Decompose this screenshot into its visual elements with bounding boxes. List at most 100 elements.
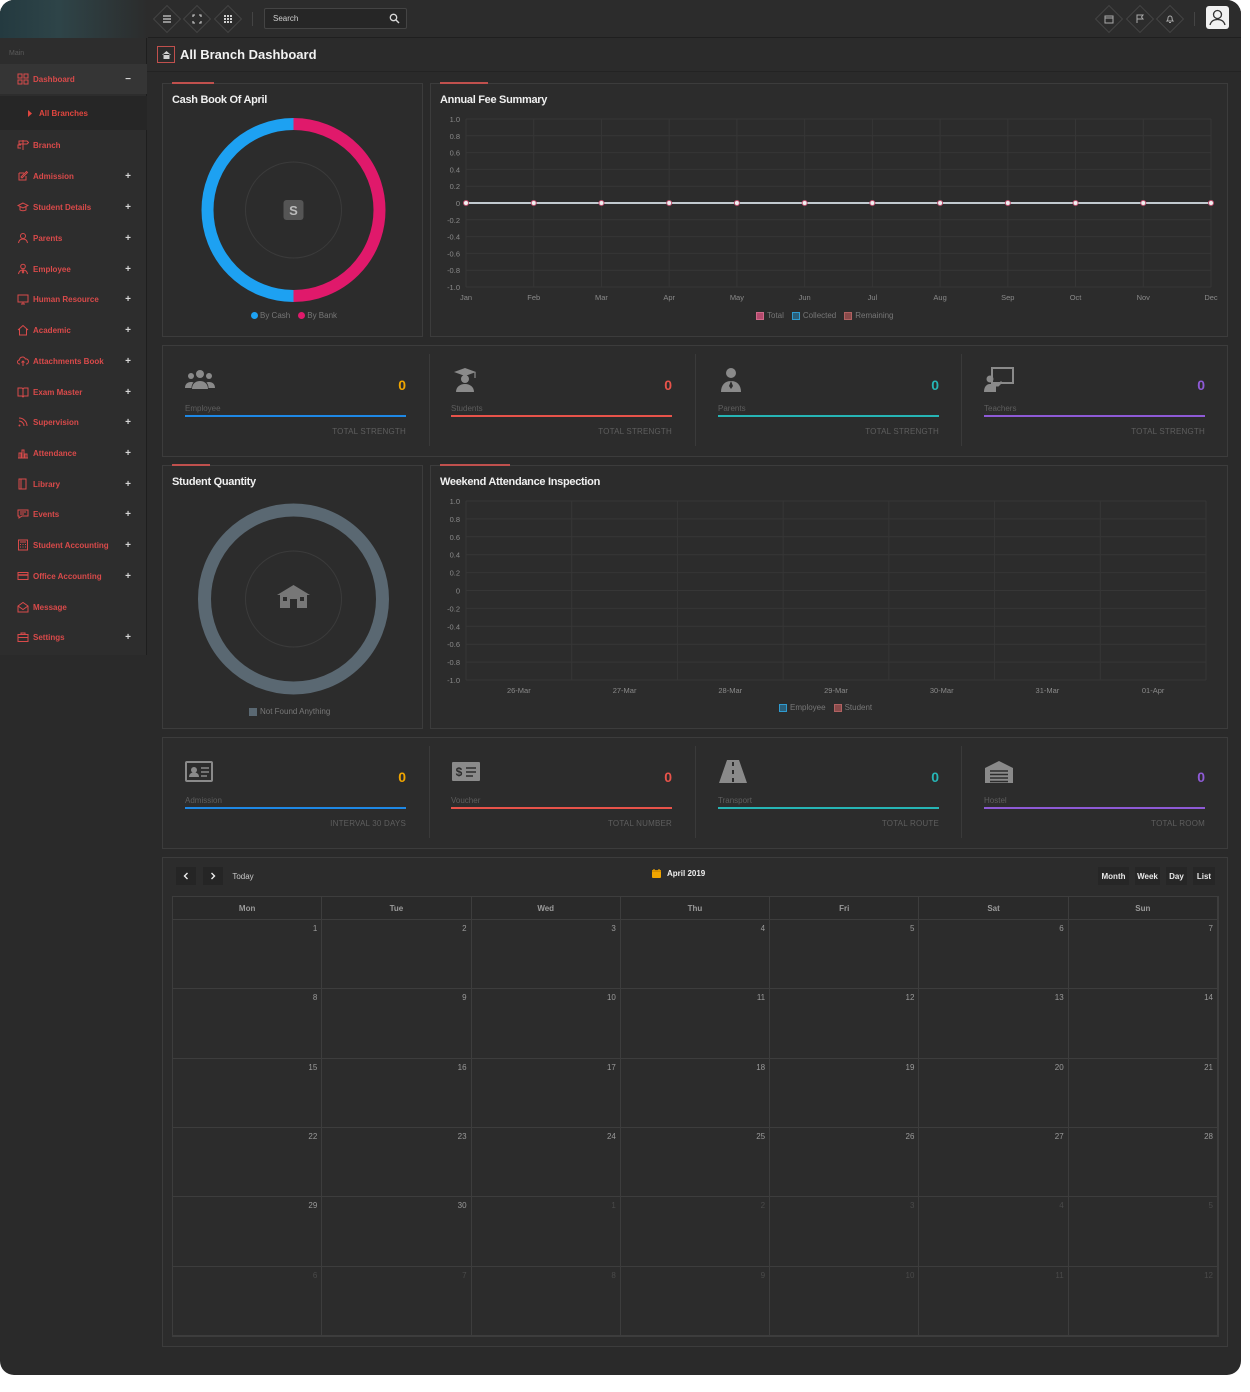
fullscreen-button[interactable] [182,4,212,34]
y-tick-label: 0.4 [450,551,460,560]
collapse-icon[interactable]: − [125,73,131,85]
expand-icon[interactable]: + [125,263,131,275]
sidebar-item-attendance[interactable]: Attendance + [0,438,147,468]
expand-icon[interactable]: + [125,293,131,305]
calendar-view-week-button[interactable]: Week [1135,867,1160,885]
calendar-day-cell[interactable]: 15 [173,1058,323,1128]
calendar-day-cell[interactable]: 21 [1068,1058,1218,1128]
calendar-day-cell[interactable]: 10 [770,1266,920,1336]
calendar-day-cell[interactable]: 2 [620,1197,771,1267]
calendar-day-cell[interactable]: 23 [322,1128,472,1198]
sidebar-item-label: Office Accounting [33,571,102,581]
sidebar-item-academic[interactable]: Academic + [0,315,147,345]
calendar-day-cell[interactable]: 3 [770,1197,920,1267]
x-tick-label: Apr [663,293,675,302]
calendar-day-cell[interactable]: 2 [322,920,472,990]
expand-icon[interactable]: + [125,232,131,244]
calendar-day-cell[interactable]: 17 [471,1058,621,1128]
calendar-view-month-button[interactable]: Month [1098,867,1129,885]
expand-icon[interactable]: + [125,570,131,582]
calendar-day-cell[interactable]: 5 [1068,1197,1218,1267]
sidebar-item-human-resource[interactable]: Human Resource + [0,284,147,314]
menu-toggle-button[interactable] [152,4,182,34]
sidebar-item-office-accounting[interactable]: Office Accounting + [0,561,147,591]
sidebar-item-dashboard[interactable]: Dashboard − [0,64,147,94]
sidebar-item-library[interactable]: Library + [0,469,147,499]
expand-icon[interactable]: + [125,201,131,213]
sidebar-item-branch[interactable]: Branch [0,130,147,160]
calendar-day-cell[interactable]: 26 [770,1128,920,1198]
calendar-button[interactable] [1094,4,1124,34]
expand-icon[interactable]: + [125,170,131,182]
calendar-day-cell[interactable]: 12 [770,989,920,1059]
y-tick-label: -0.6 [447,640,460,649]
calendar-day-cell[interactable]: 11 [620,989,771,1059]
sidebar-item-admission[interactable]: Admission + [0,161,147,191]
sidebar-item-settings[interactable]: Settings + [0,622,147,652]
expand-icon[interactable]: + [125,386,131,398]
search-input[interactable]: Search [264,8,407,29]
calendar-day-cell[interactable]: 1 [471,1197,621,1267]
flag-button[interactable] [1125,4,1155,34]
expand-icon[interactable]: + [125,508,131,520]
expand-icon[interactable]: + [125,447,131,459]
sidebar-item-exam-master[interactable]: Exam Master + [0,377,147,407]
calendar-day-cell[interactable]: 4 [919,1197,1069,1267]
money-bill-icon: $ [452,762,480,781]
calendar-day-cell[interactable]: 8 [173,989,323,1059]
calendar-day-cell[interactable]: 12 [1068,1266,1218,1336]
calendar-day-cell[interactable]: 20 [919,1058,1069,1128]
calendar-day-cell[interactable]: 16 [322,1058,472,1128]
expand-icon[interactable]: + [125,478,131,490]
calendar-day-cell[interactable]: 7 [1068,920,1218,990]
calendar-today-button[interactable]: Today [232,871,254,881]
calendar-day-cell[interactable]: 9 [322,989,472,1059]
sidebar-item-student-details[interactable]: Student Details + [0,192,147,222]
expand-icon[interactable]: + [125,416,131,428]
sidebar-item-supervision[interactable]: Supervision + [0,407,147,437]
sidebar-item-parents[interactable]: Parents + [0,223,147,253]
home-icon[interactable] [157,46,175,63]
calendar-day-cell[interactable]: 6 [919,920,1069,990]
calendar-day-cell[interactable]: 3 [471,920,621,990]
calendar-day-cell[interactable]: 27 [919,1128,1069,1198]
notifications-button[interactable] [1155,4,1185,34]
sidebar-item-attachments-book[interactable]: Attachments Book + [0,346,147,376]
sidebar-item-employee[interactable]: Employee + [0,254,147,284]
calendar-next-button[interactable] [203,867,223,885]
calendar-day-cell[interactable]: 28 [1068,1128,1218,1198]
calendar-day-cell[interactable]: 14 [1068,989,1218,1059]
expand-icon[interactable]: + [125,539,131,551]
calendar-day-cell[interactable]: 8 [471,1266,621,1336]
sidebar-item-events[interactable]: Events + [0,499,147,529]
user-avatar[interactable] [1206,6,1229,29]
expand-icon[interactable]: + [125,324,131,336]
sidebar-subitem-all-branches[interactable]: All Branches [0,96,147,130]
calendar-day-cell[interactable]: 30 [322,1197,472,1267]
calendar-day-cell[interactable]: 29 [173,1197,323,1267]
search-icon[interactable] [389,13,400,24]
calendar-day-cell[interactable]: 6 [173,1266,323,1336]
sidebar-item-student-accounting[interactable]: Student Accounting + [0,530,147,560]
calendar-day-cell[interactable]: 7 [322,1266,472,1336]
calendar-view-list-button[interactable]: List [1193,867,1215,885]
calendar-day-cell[interactable]: 11 [919,1266,1069,1336]
calendar-day-cell[interactable]: 19 [770,1058,920,1128]
calendar-day-cell[interactable]: 18 [620,1058,771,1128]
calendar-day-cell[interactable]: 13 [919,989,1069,1059]
calendar-view-day-button[interactable]: Day [1166,867,1187,885]
apps-button[interactable] [213,4,243,34]
stat-value: 0 [931,769,939,785]
expand-icon[interactable]: + [125,355,131,367]
calendar-day-cell[interactable]: 1 [173,920,323,990]
calendar-day-cell[interactable]: 9 [620,1266,771,1336]
calendar-prev-button[interactable] [176,867,196,885]
calendar-day-cell[interactable]: 10 [471,989,621,1059]
calendar-day-cell[interactable]: 24 [471,1128,621,1198]
calendar-day-cell[interactable]: 22 [173,1128,323,1198]
calendar-day-cell[interactable]: 5 [770,920,920,990]
calendar-day-cell[interactable]: 25 [620,1128,771,1198]
expand-icon[interactable]: + [125,631,131,643]
calendar-day-cell[interactable]: 4 [620,920,771,990]
sidebar-item-message[interactable]: Message [0,592,147,622]
